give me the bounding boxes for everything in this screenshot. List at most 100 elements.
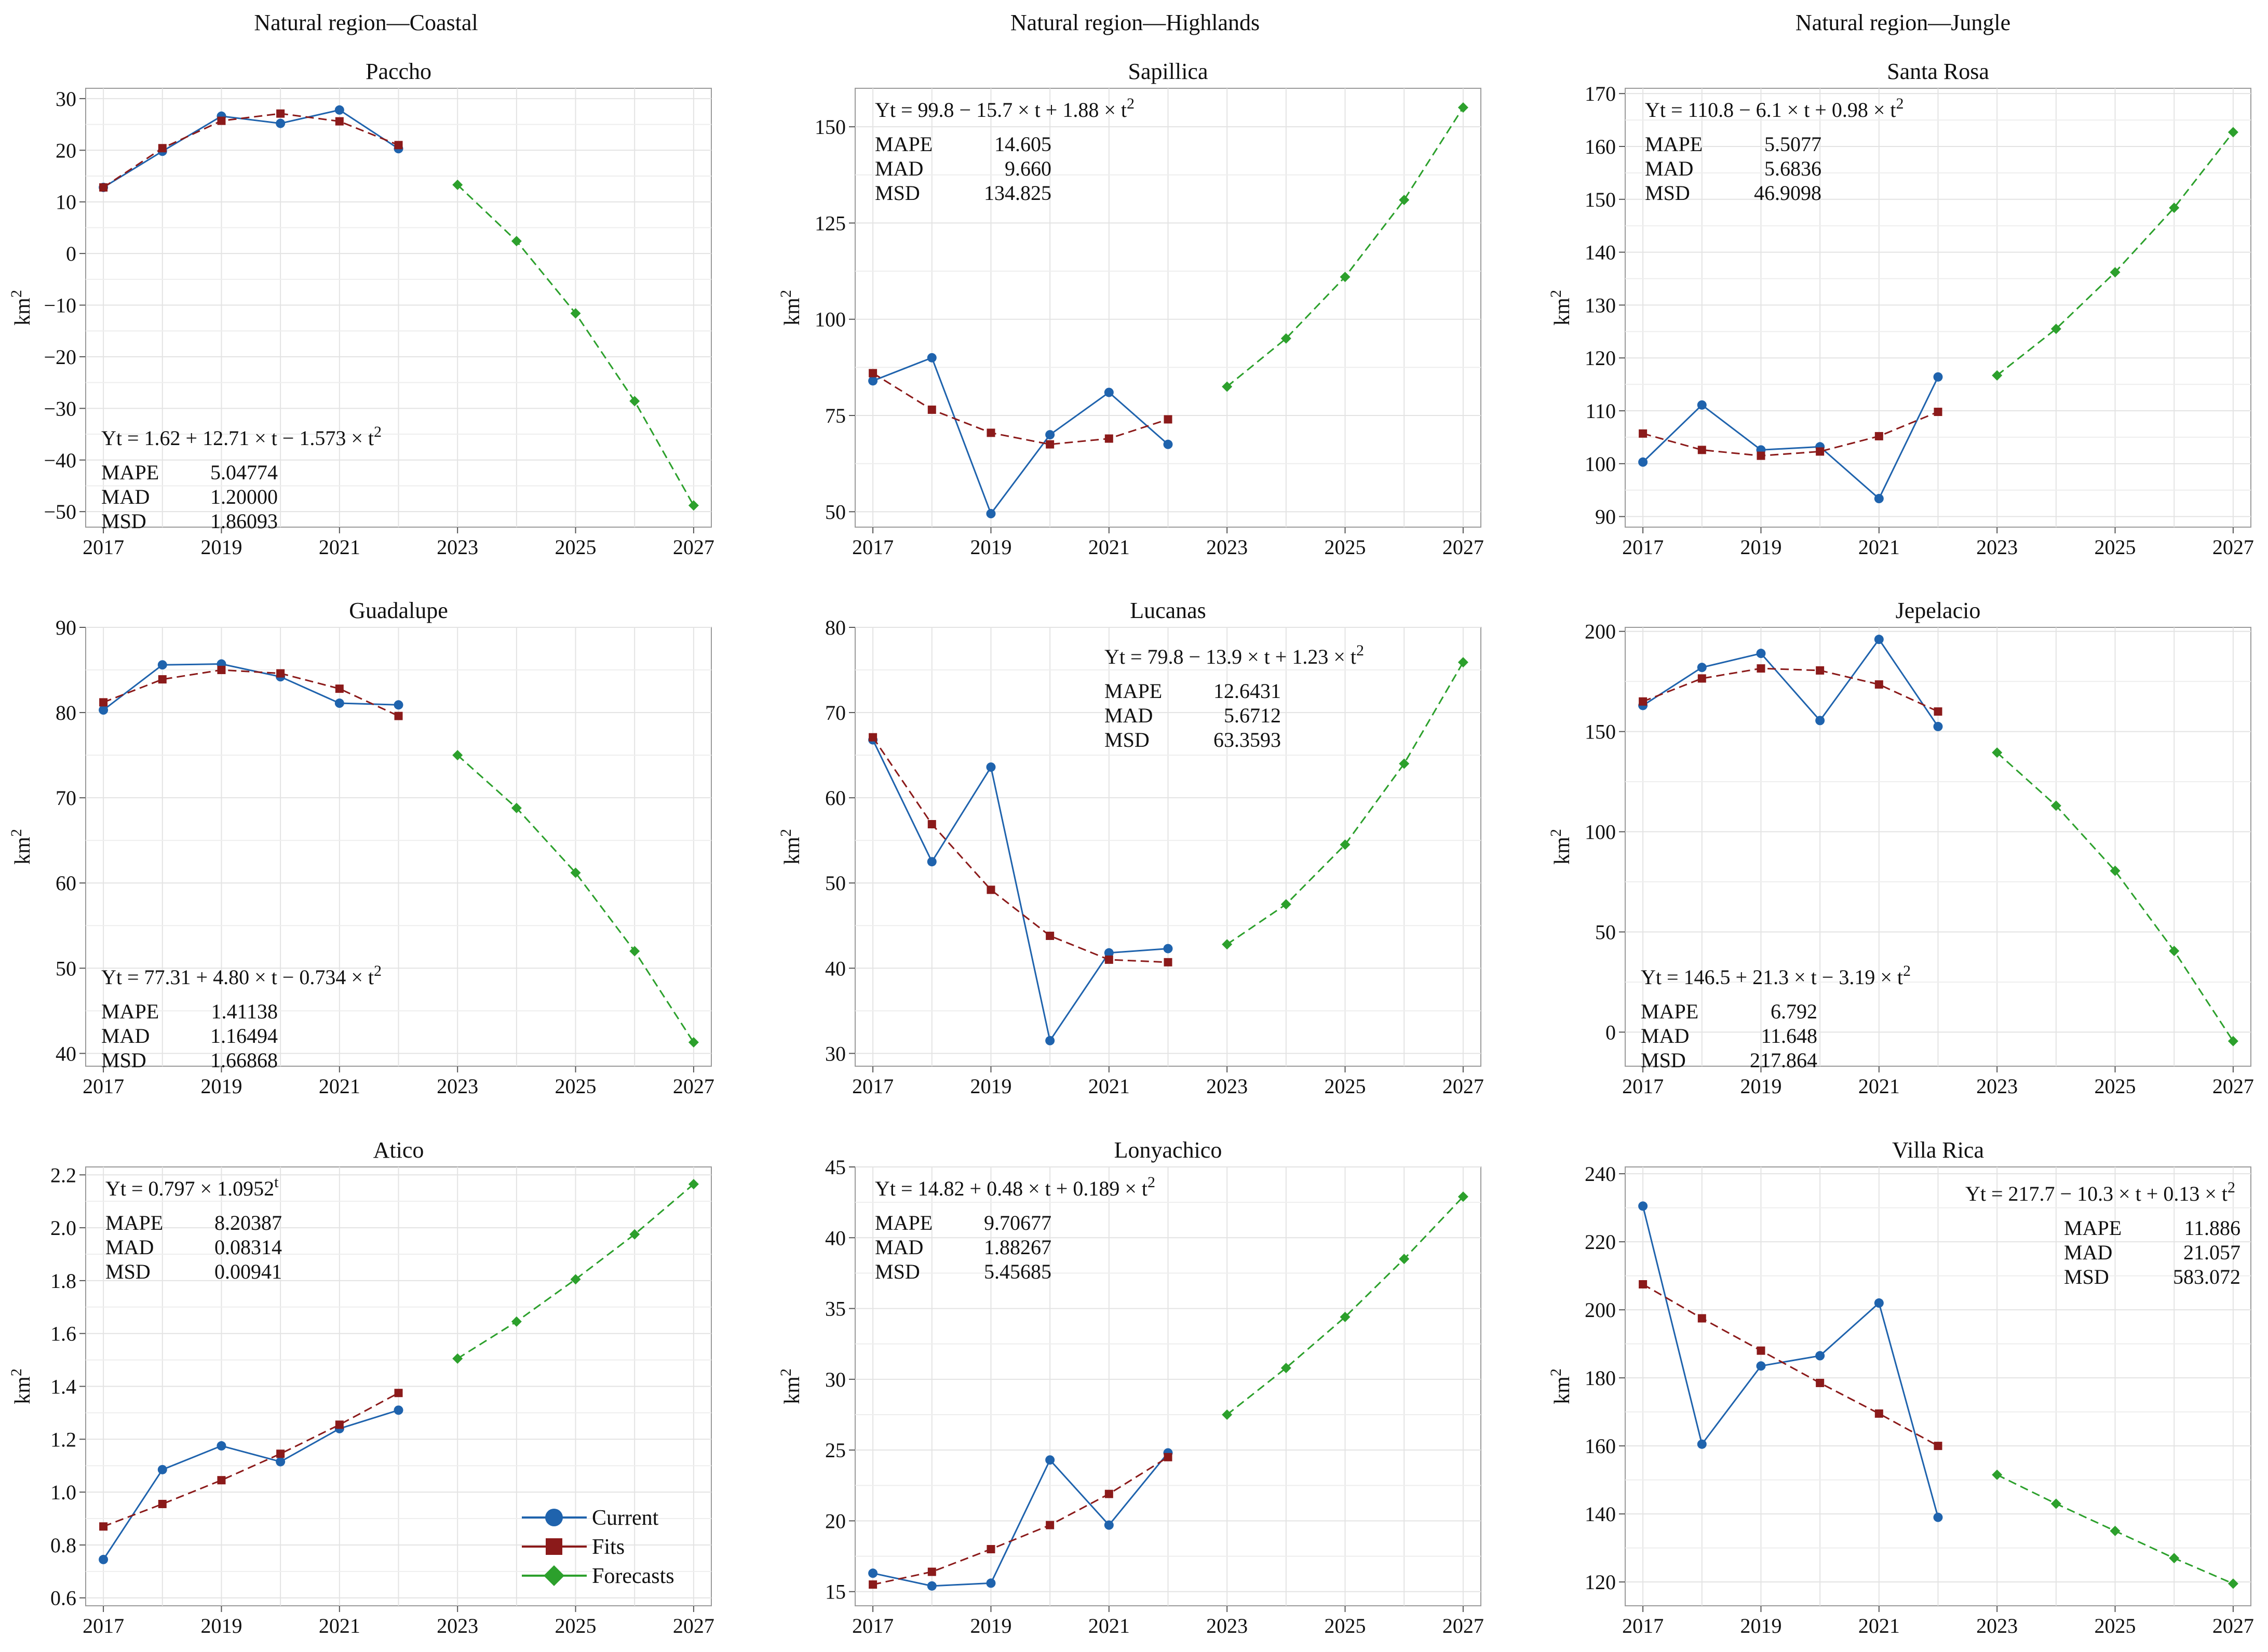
series-fits [1639,664,1942,716]
data-point-forecasts [1280,899,1291,910]
x-tick-label: 2017 [852,535,894,559]
data-point-forecasts [2228,127,2238,138]
series-line-current [103,109,399,189]
stat-value-mad: 11.648 [1761,1024,1817,1047]
region-title-jungle: Natural region—Jungle [1796,10,2010,35]
data-point-current [157,1465,167,1474]
stat-value-msd: 5.45685 [984,1260,1051,1283]
stat-value-mape: 8.20387 [214,1211,282,1234]
data-point-current [927,1581,937,1591]
x-tick-label: 2017 [83,1075,124,1098]
data-point-fits [335,117,344,126]
x-tick-label: 2021 [1088,1075,1130,1098]
data-point-forecasts [2169,203,2180,213]
y-tick-label: 30 [825,1042,846,1065]
y-tick-label: 10 [56,191,76,214]
data-point-fits [99,698,108,707]
y-tick-label: −20 [44,345,76,369]
x-tick-label: 2019 [1740,1614,1781,1637]
data-point-fits [1164,1453,1172,1461]
data-point-current [1638,457,1648,467]
data-point-fits [158,1500,167,1509]
series-current [868,1448,1173,1591]
stat-value-mape: 6.792 [1771,1000,1817,1023]
y-tick-label: 2.0 [50,1216,76,1240]
trend-equation: Yt = 77.31 + 4.80 × t − 0.734 × t2​ [101,962,382,989]
data-point-forecasts [2169,946,2180,957]
series-forecasts [1992,1469,2238,1589]
y-tick-label: 100 [815,308,846,331]
data-point-forecasts [2050,800,2061,811]
region-title-coastal: Natural region—Coastal [254,10,478,35]
chart-title: Villa Rica [1892,1137,1984,1163]
series-forecasts [1992,747,2238,1046]
stat-value-mape: 12.6431 [1213,679,1281,703]
stat-value-msd: 217.864 [1750,1049,1817,1072]
data-point-forecasts [1340,272,1351,283]
data-point-fits [394,141,403,150]
stat-value-mad: 0.08314 [214,1235,282,1259]
data-point-fits [1874,680,1883,689]
series-line-fits [872,1456,1169,1586]
data-point-fits [1104,434,1113,443]
stat-label-mad: MAD [105,1235,154,1259]
series-line-forecasts [457,1183,694,1360]
data-point-current [394,1405,403,1415]
y-tick-label: 70 [825,701,846,724]
data-point-forecasts [570,867,581,878]
x-tick-label: 2027 [1442,1614,1484,1637]
y-axis-label: km2 [1547,290,1574,326]
data-point-current [927,353,937,362]
model-annotation: Yt = 77.31 + 4.80 × t − 0.734 × t2​ MAPE 1… [101,962,382,1072]
data-point-forecasts [1340,839,1351,850]
chart-panel-sapillica: 2017 2019 2021 2023 2025 2027 50 75 100 125 150 Sap… [777,59,1484,559]
stat-value-msd: 63.3593 [1213,728,1281,751]
series-line-forecasts [457,754,695,1043]
data-point-fits [217,1476,226,1485]
chart-title: Santa Rosa [1887,59,1989,84]
data-point-current [868,1568,878,1578]
series-line-fits [1642,667,1939,713]
y-tick-label: 1.6 [50,1322,76,1346]
stat-label-msd: MSD [1104,728,1150,751]
x-tick-label: 2027 [673,1075,714,1098]
model-annotation: Yt = 217.7 − 10.3 × t + 0.13 × t2​ MAPE 11… [1965,1179,2240,1288]
y-tick-label: 1.0 [50,1481,76,1504]
series-line-current [872,356,1169,516]
y-tick-label: 240 [1585,1162,1616,1186]
legend-marker-current [545,1509,563,1526]
data-point-fits [1816,1378,1825,1387]
data-point-current [276,118,286,128]
y-tick-label: 50 [825,871,846,895]
x-tick-label: 2025 [1325,1075,1366,1098]
y-tick-label: 1.4 [50,1375,76,1399]
y-tick-label: 2.2 [50,1163,76,1187]
stat-label-mad: MAD [875,1235,923,1259]
stat-value-msd: 1.86093 [210,509,278,533]
trend-equation: Yt = 99.8 − 15.7 × t + 1.88 × t2​ [875,95,1135,122]
y-axis-label: km2 [777,1368,804,1404]
stat-value-mad: 5.6712 [1224,704,1281,727]
stat-label-mad: MAD [101,485,150,508]
y-axis-label: km2 [1547,1368,1574,1404]
x-tick-label: 2027 [673,1614,714,1637]
x-tick-label: 2019 [200,1614,242,1637]
x-tick-label: 2019 [1740,535,1781,559]
y-tick-label: 120 [1585,1570,1616,1594]
x-tick-label: 2025 [555,1614,597,1637]
y-tick-label: −50 [44,500,76,523]
data-point-current [1756,649,1766,659]
data-point-current [1045,430,1055,440]
data-point-fits [927,820,936,829]
y-tick-label: 60 [825,786,846,810]
x-tick-label: 2027 [2212,1075,2254,1098]
x-tick-label: 2017 [852,1075,894,1098]
y-tick-label: 180 [1585,1366,1616,1390]
data-point-current [334,699,344,708]
series-line-current [872,1452,1169,1587]
data-point-current [99,1554,109,1564]
stat-label-msd: MSD [875,181,920,205]
y-tick-label: 150 [1585,188,1616,211]
chart-title: Paccho [366,59,431,84]
